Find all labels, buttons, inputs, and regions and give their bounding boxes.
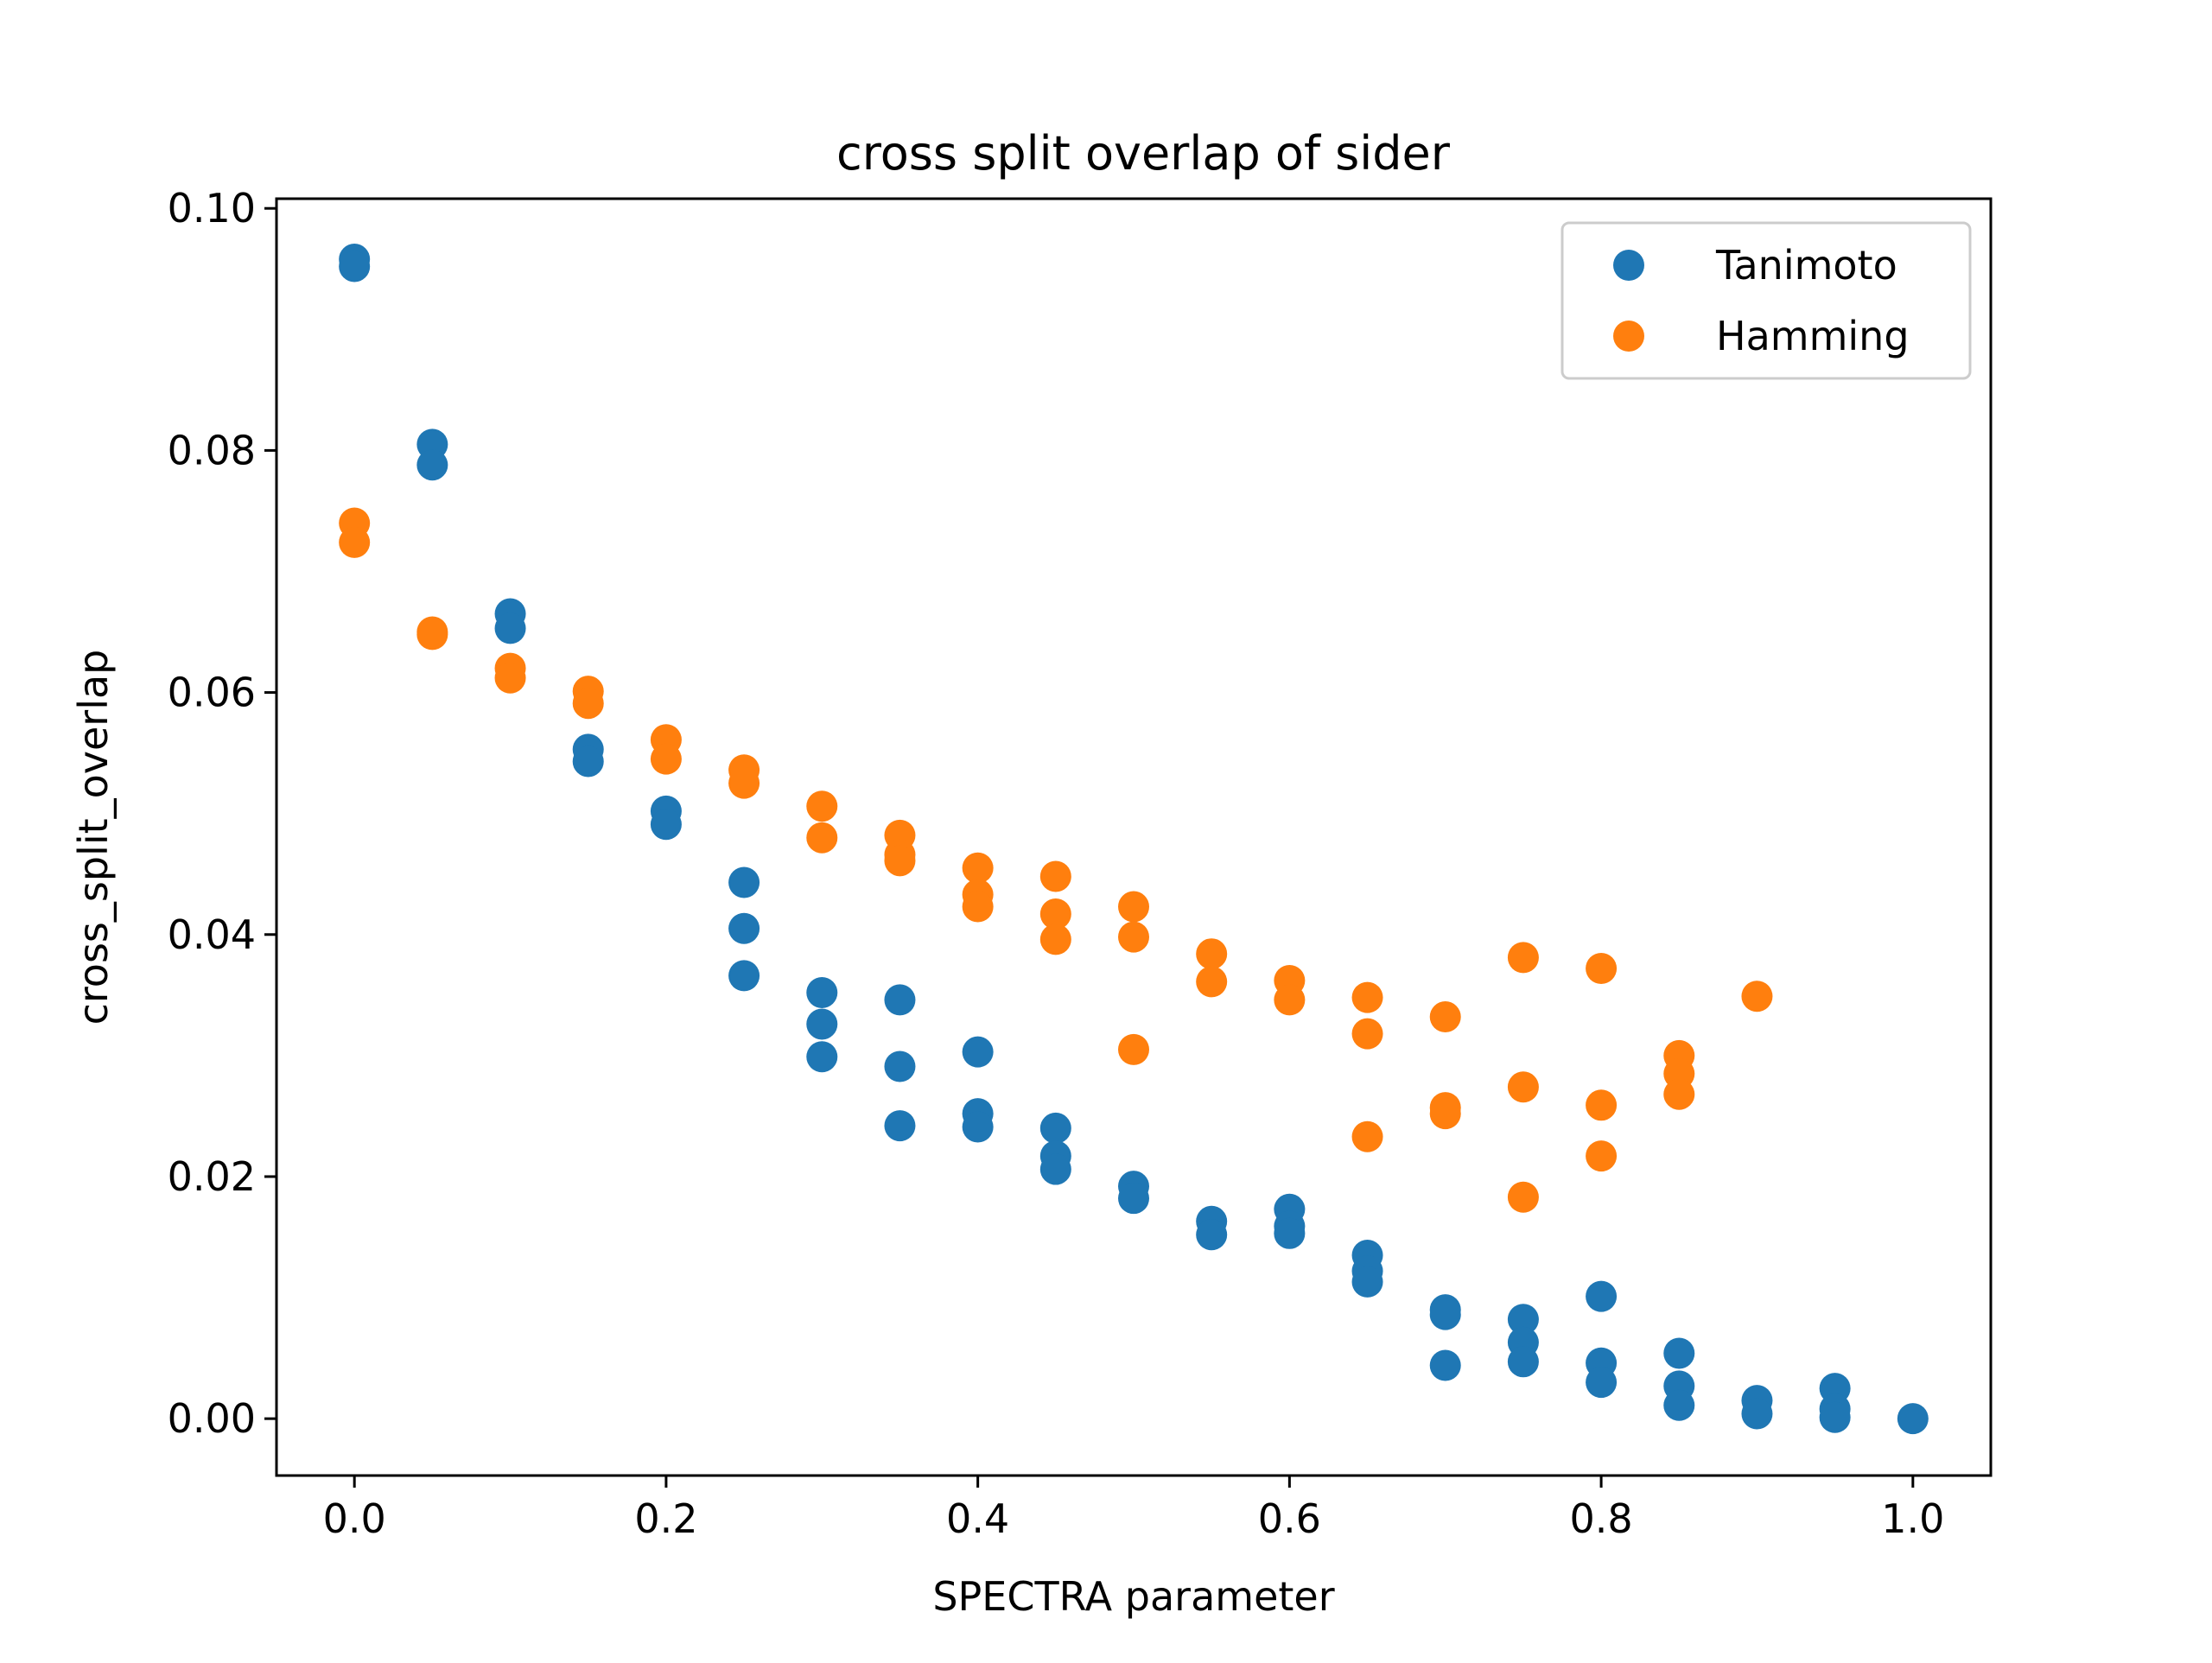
point-hamming xyxy=(1586,953,1618,985)
point-hamming xyxy=(416,619,448,651)
y-tick-label: 0.00 xyxy=(168,1395,256,1442)
point-hamming xyxy=(1586,1089,1618,1121)
point-hamming xyxy=(494,662,526,694)
point-hamming xyxy=(1039,924,1071,955)
x-axis: 0.0 0.2 0.4 0.6 0.8 1.0 xyxy=(323,1476,1944,1542)
point-tanimoto xyxy=(1274,1217,1306,1249)
point-hamming xyxy=(1429,1001,1461,1033)
point-tanimoto xyxy=(806,1008,838,1040)
point-tanimoto xyxy=(1663,1389,1695,1421)
x-tick-label: 1.0 xyxy=(1881,1495,1944,1542)
point-tanimoto xyxy=(1118,1183,1149,1215)
point-hamming xyxy=(1586,1140,1618,1172)
point-tanimoto xyxy=(1586,1280,1618,1312)
point-hamming xyxy=(1429,1098,1461,1130)
point-hamming xyxy=(728,767,760,799)
point-hamming xyxy=(1507,1181,1539,1213)
point-tanimoto xyxy=(1819,1401,1851,1433)
point-hamming xyxy=(1274,984,1306,1016)
point-tanimoto xyxy=(1507,1304,1539,1336)
point-hamming xyxy=(1196,966,1228,998)
point-tanimoto xyxy=(884,1050,916,1082)
chart-title: cross split overlap of sider xyxy=(836,126,1451,181)
point-tanimoto xyxy=(416,449,448,481)
point-tanimoto xyxy=(728,960,760,992)
point-tanimoto xyxy=(1897,1403,1929,1435)
point-hamming xyxy=(1507,942,1539,974)
point-tanimoto xyxy=(1351,1266,1383,1298)
point-tanimoto xyxy=(1429,1298,1461,1330)
data-points xyxy=(339,244,1929,1435)
point-hamming xyxy=(1663,1078,1695,1110)
point-tanimoto xyxy=(339,251,371,282)
point-hamming xyxy=(962,852,994,884)
point-hamming xyxy=(572,688,604,720)
legend: Tanimoto Hamming xyxy=(1560,221,1972,380)
y-tick-label: 0.04 xyxy=(168,911,256,958)
point-tanimoto xyxy=(962,1111,994,1143)
point-tanimoto xyxy=(728,912,760,944)
point-hamming xyxy=(1741,981,1773,1012)
x-axis-label: SPECTRA parameter xyxy=(932,1573,1334,1620)
point-hamming xyxy=(806,822,838,854)
y-tick-label: 0.08 xyxy=(168,427,256,473)
legend-marker-hamming xyxy=(1613,321,1644,352)
point-tanimoto xyxy=(650,809,682,841)
point-hamming xyxy=(1118,1033,1149,1065)
point-hamming xyxy=(1351,981,1383,1013)
y-tick-label: 0.10 xyxy=(168,185,256,232)
point-hamming xyxy=(1118,891,1149,923)
point-tanimoto xyxy=(806,1041,838,1073)
point-hamming xyxy=(1351,1018,1383,1050)
point-hamming xyxy=(1507,1071,1539,1103)
point-hamming xyxy=(1039,860,1071,892)
x-tick-label: 0.2 xyxy=(634,1495,697,1542)
point-tanimoto xyxy=(1429,1349,1461,1381)
point-tanimoto xyxy=(1196,1219,1228,1251)
point-tanimoto xyxy=(1507,1346,1539,1378)
legend-label-tanimoto: Tanimoto xyxy=(1715,242,1897,289)
point-tanimoto xyxy=(494,613,526,644)
legend-label-hamming: Hamming xyxy=(1716,313,1910,359)
point-hamming xyxy=(1351,1120,1383,1152)
point-tanimoto xyxy=(728,866,760,898)
legend-box xyxy=(1560,221,1972,380)
point-tanimoto xyxy=(806,977,838,1009)
y-axis-label: cross_split_overlap xyxy=(70,650,117,1025)
point-hamming xyxy=(1196,938,1228,970)
y-tick-label: 0.02 xyxy=(168,1153,256,1200)
point-tanimoto xyxy=(884,1110,916,1142)
point-tanimoto xyxy=(1039,1112,1071,1144)
point-hamming xyxy=(884,845,916,877)
point-tanimoto xyxy=(572,746,604,778)
y-tick-label: 0.06 xyxy=(168,670,256,716)
point-hamming xyxy=(1039,898,1071,930)
point-tanimoto xyxy=(1741,1398,1773,1430)
legend-marker-tanimoto xyxy=(1613,250,1644,281)
point-hamming xyxy=(650,743,682,775)
point-hamming xyxy=(806,790,838,822)
point-tanimoto xyxy=(1663,1337,1695,1369)
x-tick-label: 0.8 xyxy=(1570,1495,1633,1542)
x-tick-label: 0.6 xyxy=(1258,1495,1321,1542)
x-tick-label: 0.0 xyxy=(323,1495,386,1542)
y-axis: 0.00 0.02 0.04 0.06 0.08 0.10 xyxy=(168,185,276,1442)
point-hamming xyxy=(1118,921,1149,953)
point-tanimoto xyxy=(1586,1367,1618,1399)
x-tick-label: 0.4 xyxy=(946,1495,1009,1542)
point-tanimoto xyxy=(884,984,916,1016)
point-tanimoto xyxy=(1039,1153,1071,1185)
point-hamming xyxy=(339,526,371,558)
plot-area xyxy=(275,197,1993,1477)
point-tanimoto xyxy=(962,1036,994,1068)
point-hamming xyxy=(962,891,994,923)
